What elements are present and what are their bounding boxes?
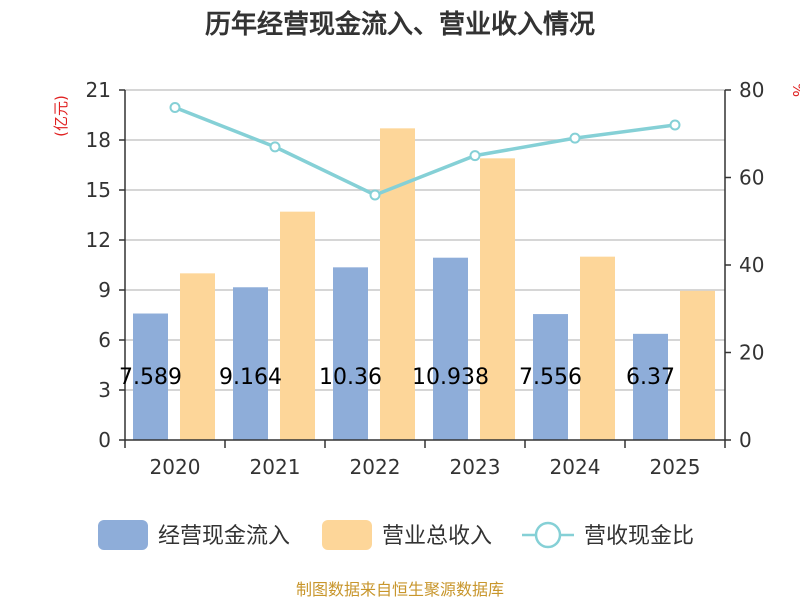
bar-revenue bbox=[280, 211, 315, 440]
left-tick-label: 9 bbox=[98, 278, 111, 302]
x-tick-label: 2023 bbox=[450, 455, 501, 479]
bar-revenue bbox=[580, 256, 615, 440]
bars-group bbox=[133, 128, 715, 441]
data-label-cash-inflow: 6.37 bbox=[626, 365, 675, 390]
legend-label-cash-inflow: 经营现金流入 bbox=[158, 524, 290, 549]
x-tick-label: 2022 bbox=[350, 455, 401, 479]
data-label-cash-inflow: 7.589 bbox=[119, 365, 182, 390]
bar-revenue bbox=[180, 273, 215, 440]
data-labels-group: 7.589 9.164 10.36 10.938 7.556 6.37 bbox=[119, 365, 675, 390]
left-tick-label: 3 bbox=[98, 378, 111, 402]
data-label-cash-inflow: 10.36 bbox=[319, 365, 382, 390]
ratio-point bbox=[269, 141, 281, 153]
bar-cash-inflow bbox=[133, 313, 168, 440]
source-note: 制图数据来自恒生聚源数据库 bbox=[296, 580, 504, 599]
legend-swatch-revenue bbox=[322, 520, 372, 550]
ratio-point bbox=[469, 150, 481, 162]
legend-label-revenue: 营业总收入 bbox=[382, 524, 492, 549]
bar-cash-inflow bbox=[433, 257, 468, 440]
legend-swatch-cash-inflow bbox=[98, 520, 148, 550]
x-tick-label: 2024 bbox=[550, 455, 601, 479]
left-tick-label: 6 bbox=[98, 328, 111, 352]
right-tick-label: 20 bbox=[739, 341, 764, 365]
legend-swatch-ratio-marker bbox=[534, 521, 562, 549]
left-tick-label: 18 bbox=[86, 128, 111, 152]
right-tick-label: 80 bbox=[739, 78, 764, 102]
data-label-cash-inflow: 10.938 bbox=[412, 365, 489, 390]
legend: 经营现金流入 营业总收入 营收现金比 bbox=[98, 520, 694, 550]
bar-cash-inflow bbox=[333, 267, 368, 440]
bar-revenue bbox=[680, 290, 715, 440]
right-tick-label: 60 bbox=[739, 166, 764, 190]
x-tick-label: 2021 bbox=[250, 455, 301, 479]
bar-cash-inflow bbox=[533, 314, 568, 440]
ratio-point bbox=[169, 102, 181, 113]
left-axis-unit: (亿元) bbox=[52, 95, 70, 137]
x-tick-label: 2020 bbox=[150, 455, 201, 479]
bar-cash-inflow bbox=[233, 287, 268, 440]
left-tick-label: 12 bbox=[86, 228, 111, 252]
bar-revenue bbox=[380, 128, 415, 441]
axes-group: 0 3 6 9 12 15 18 21 0 20 40 60 80 2020 2021 2022 2023 202… bbox=[86, 78, 765, 479]
ratio-point bbox=[369, 189, 381, 201]
bar-cash-inflow bbox=[633, 333, 668, 440]
data-label-cash-inflow: 9.164 bbox=[219, 365, 282, 390]
x-tick-label: 2025 bbox=[650, 455, 701, 479]
left-tick-label: 15 bbox=[86, 178, 111, 202]
left-tick-label: 0 bbox=[98, 428, 111, 452]
right-tick-label: 40 bbox=[739, 253, 764, 277]
ratio-line-group bbox=[169, 102, 681, 201]
ratio-point bbox=[669, 119, 681, 131]
legend-label-ratio: 营收现金比 bbox=[584, 524, 694, 549]
right-tick-label: 0 bbox=[739, 428, 752, 452]
right-axis-unit: % bbox=[789, 83, 800, 97]
gridlines bbox=[125, 89, 725, 391]
bar-revenue bbox=[480, 158, 515, 441]
chart-title: 历年经营现金流入、营业收入情况 bbox=[205, 9, 595, 40]
left-tick-label: 21 bbox=[86, 78, 111, 102]
ratio-point bbox=[569, 132, 581, 144]
data-label-cash-inflow: 7.556 bbox=[519, 365, 582, 390]
ratio-line bbox=[174, 105, 676, 197]
